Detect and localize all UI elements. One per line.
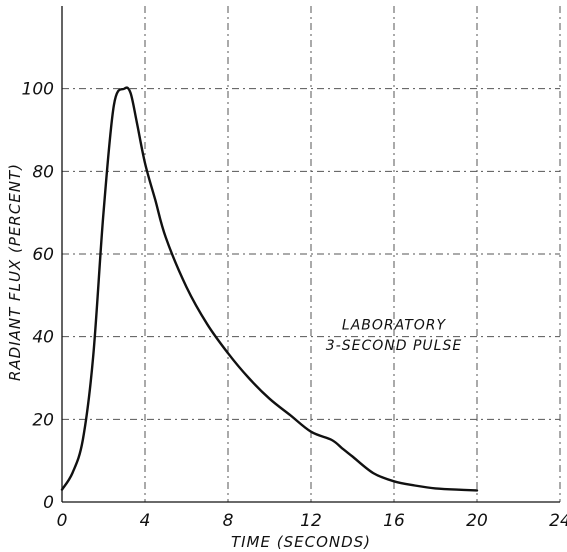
x-tick-label: 24 — [549, 511, 567, 531]
y-tick-label: 60 — [32, 245, 54, 265]
y-axis-label: RADIANT FLUX (PERCENT) — [6, 163, 24, 381]
x-axis-label: TIME (SECONDS) — [231, 533, 371, 551]
x-tick-label: 8 — [223, 511, 234, 531]
x-tick-label: 16 — [383, 511, 405, 531]
y-tick-label: 100 — [22, 80, 54, 100]
annotation-line-2: 3-SECOND PULSE — [326, 338, 462, 354]
y-tick-label: 80 — [32, 162, 54, 182]
annotation-line-1: LABORATORY — [342, 317, 447, 333]
y-tick-label: 40 — [32, 328, 54, 348]
x-tick-label: 4 — [140, 511, 151, 531]
y-tick-label: 20 — [32, 410, 54, 430]
x-tick-label: 12 — [300, 511, 322, 531]
x-tick-label: 20 — [466, 511, 488, 531]
tick-labels: 0 4 8 12 16 20 24 0 20 40 60 80 100 — [22, 80, 567, 531]
y-tick-label: 0 — [43, 493, 54, 513]
series-layer — [60, 86, 479, 492]
grid-layer — [62, 6, 561, 502]
x-tick-label: 0 — [57, 511, 68, 531]
series-line-0 — [60, 86, 479, 492]
plot-frame — [61, 6, 560, 503]
